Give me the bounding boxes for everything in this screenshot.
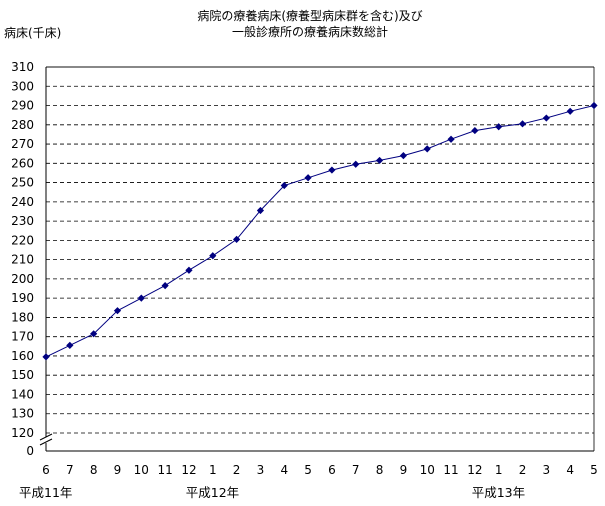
x-tick-label: 10: [420, 463, 435, 477]
y-tick-label: 190: [11, 291, 34, 305]
era-label: 平成11年: [19, 485, 72, 500]
y-tick-label: 150: [11, 368, 34, 382]
y-tick-label: 310: [11, 60, 34, 74]
data-point: [209, 252, 217, 260]
y-tick-label: 200: [11, 272, 34, 286]
data-point: [280, 181, 288, 190]
data-point: [566, 107, 574, 115]
data-point: [423, 145, 431, 153]
data-point: [185, 266, 193, 274]
x-tick-label: 11: [443, 463, 458, 477]
x-tick-label: 9: [114, 463, 122, 477]
x-tick-label: 5: [590, 463, 598, 477]
data-point: [352, 160, 360, 168]
x-tick-label: 7: [352, 463, 360, 477]
y-tick-label: 180: [11, 310, 34, 324]
y-tick-label: 210: [11, 253, 34, 267]
data-point: [42, 353, 50, 361]
chart-title-line2: 一般診療所の療養病床数総計: [231, 25, 388, 39]
x-tick-label: 2: [233, 463, 241, 477]
x-tick-label: 10: [134, 463, 149, 477]
data-point: [399, 152, 407, 160]
data-point: [66, 341, 74, 349]
y-tick-label: 290: [11, 99, 34, 113]
y-axis-label: 病床(千床): [4, 26, 62, 40]
data-point: [256, 206, 265, 215]
y-tick-label: 250: [11, 176, 34, 190]
data-point: [161, 282, 169, 290]
x-tick-label: 2: [519, 463, 527, 477]
x-tick-label: 12: [181, 463, 196, 477]
y-tick-label: 270: [11, 137, 34, 151]
x-tick-label: 1: [209, 463, 217, 477]
y-tick-label: 170: [11, 330, 34, 344]
y-tick-label: 220: [11, 233, 34, 247]
data-point: [233, 235, 241, 244]
y-tick-label: 120: [11, 426, 34, 440]
data-point: [590, 101, 598, 110]
x-tick-label: 1: [495, 463, 503, 477]
data-point: [471, 126, 479, 135]
y-tick-label: 300: [11, 79, 34, 93]
x-tick-label: 9: [400, 463, 408, 477]
x-tick-label: 11: [157, 463, 172, 477]
x-tick-label: 5: [304, 463, 312, 477]
data-point: [328, 166, 336, 174]
y-tick-label: 280: [11, 118, 34, 132]
x-tick-label: 8: [90, 463, 98, 477]
data-point: [113, 307, 122, 315]
y-tick-label: 0: [26, 444, 34, 458]
x-tick-label: 6: [328, 463, 336, 477]
chart-title-line1: 病院の療養病床(療養型病床群を含む)及び: [197, 9, 423, 23]
data-point: [90, 330, 98, 338]
x-tick-label: 3: [543, 463, 551, 477]
data-point: [542, 114, 550, 122]
era-label: 平成12年: [186, 485, 239, 500]
data-point: [375, 156, 384, 165]
x-tick-label: 3: [257, 463, 265, 477]
x-tick-label: 8: [376, 463, 384, 477]
y-tick-label: 260: [11, 156, 34, 170]
y-tick-label: 140: [11, 387, 34, 401]
x-tick-label: 12: [467, 463, 482, 477]
y-tick-label: 160: [11, 349, 34, 363]
data-point: [518, 120, 527, 128]
data-point: [447, 135, 455, 143]
y-tick-label: 130: [11, 407, 34, 421]
x-tick-label: 4: [280, 463, 288, 477]
data-point: [304, 174, 312, 182]
data-point: [495, 123, 503, 131]
x-tick-label: 4: [566, 463, 574, 477]
x-tick-label: 6: [42, 463, 50, 477]
y-tick-label: 240: [11, 195, 34, 209]
axis-break-mark: [39, 438, 53, 446]
era-label: 平成13年: [472, 485, 525, 500]
chart-title: 病院の療養病床(療養型病床群を含む)及び 一般診療所の療養病床数総計: [150, 8, 470, 40]
y-tick-label: 230: [11, 214, 34, 228]
series-line: [45, 105, 595, 358]
data-point: [137, 294, 145, 302]
x-tick-label: 7: [66, 463, 74, 477]
axis-break-mark: [39, 433, 53, 441]
